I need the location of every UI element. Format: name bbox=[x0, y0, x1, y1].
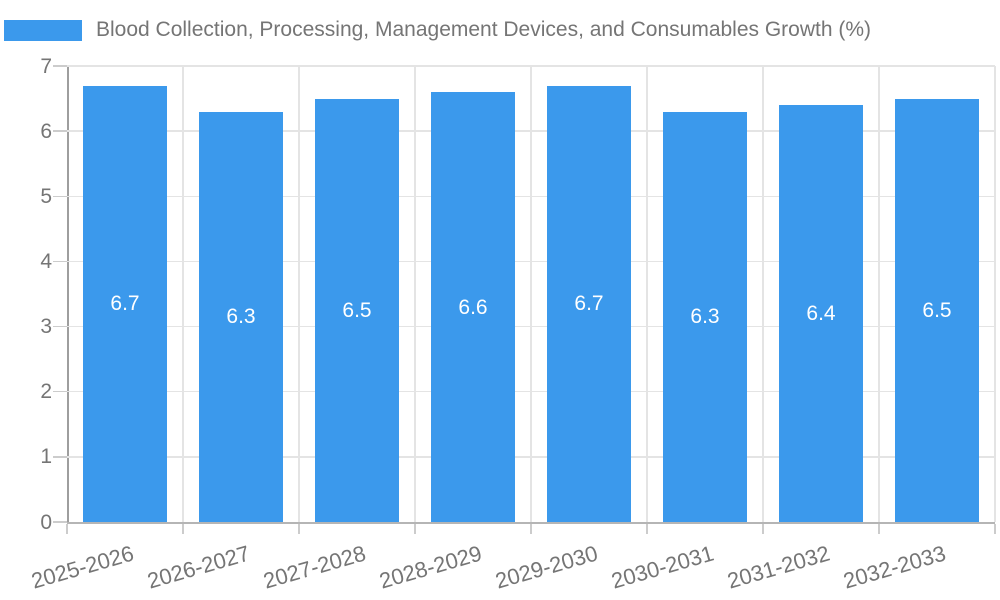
v-gridline bbox=[414, 66, 416, 522]
bar-value-label: 6.3 bbox=[690, 305, 720, 329]
legend-label: Blood Collection, Processing, Management… bbox=[96, 18, 872, 41]
v-gridline bbox=[878, 66, 880, 522]
bar[interactable]: 6.5 bbox=[895, 98, 979, 522]
x-axis-label: 2031-2032 bbox=[724, 540, 833, 594]
x-axis-tick bbox=[414, 524, 416, 534]
y-axis-tick bbox=[53, 65, 67, 67]
x-axis-tick bbox=[646, 524, 648, 534]
bar-value-label: 6.6 bbox=[458, 295, 488, 319]
bar[interactable]: 6.3 bbox=[663, 111, 747, 522]
bar[interactable]: 6.6 bbox=[431, 92, 515, 522]
bar-value-label: 6.5 bbox=[342, 298, 372, 322]
y-axis-tick bbox=[53, 521, 67, 523]
bar[interactable]: 6.7 bbox=[83, 85, 167, 522]
x-axis-label: 2026-2027 bbox=[144, 540, 253, 594]
y-axis-tick bbox=[53, 130, 67, 132]
x-axis-label: 2030-2031 bbox=[608, 540, 717, 594]
y-axis-tick bbox=[53, 390, 67, 393]
y-axis-line bbox=[67, 66, 69, 522]
x-axis-tick bbox=[762, 524, 764, 534]
bar[interactable]: 6.3 bbox=[199, 111, 283, 522]
v-gridline bbox=[762, 66, 764, 522]
bar-value-label: 6.4 bbox=[806, 302, 836, 326]
y-axis-label: 0 bbox=[40, 510, 52, 534]
bar[interactable]: 6.5 bbox=[315, 98, 399, 522]
bar-value-label: 6.3 bbox=[226, 305, 256, 329]
bar-value-label: 6.7 bbox=[574, 292, 604, 316]
chart-legend[interactable]: Blood Collection, Processing, Management… bbox=[4, 17, 871, 43]
bar-value-label: 6.7 bbox=[110, 292, 140, 316]
bar-value-label: 6.5 bbox=[922, 298, 952, 322]
legend-swatch bbox=[4, 19, 82, 41]
y-axis-label: 2 bbox=[40, 380, 52, 404]
x-axis-tick bbox=[994, 524, 996, 534]
v-gridline bbox=[646, 66, 648, 522]
y-axis-label: 5 bbox=[40, 184, 52, 208]
x-axis-label: 2028-2029 bbox=[376, 540, 485, 594]
x-axis-label: 2025-2026 bbox=[28, 540, 137, 594]
v-gridline bbox=[530, 66, 532, 522]
bar[interactable]: 6.7 bbox=[547, 85, 631, 522]
y-axis-label: 6 bbox=[40, 119, 52, 143]
v-gridline bbox=[182, 66, 184, 522]
x-axis-tick bbox=[530, 524, 532, 534]
y-axis-label: 1 bbox=[40, 445, 52, 469]
y-axis-label: 4 bbox=[40, 249, 52, 273]
x-axis-label: 2029-2030 bbox=[492, 540, 601, 594]
y-axis-tick bbox=[53, 260, 67, 263]
y-axis-tick bbox=[53, 325, 67, 328]
x-axis-tick bbox=[66, 524, 68, 534]
bar[interactable]: 6.4 bbox=[779, 105, 863, 522]
v-gridline bbox=[994, 66, 996, 522]
x-axis-label: 2032-2033 bbox=[840, 540, 949, 594]
y-axis-tick bbox=[53, 456, 67, 458]
y-axis-label: 3 bbox=[40, 315, 52, 339]
y-axis-label: 7 bbox=[40, 54, 52, 78]
plot-area: 0 1 2 3 4 5 6 7 6.7 6.3 6.5 6.6 6.7 6.3 6.4 6.5 2025-202… bbox=[28, 56, 996, 594]
x-axis-label: 2027-2028 bbox=[260, 540, 369, 594]
v-gridline bbox=[298, 66, 300, 522]
y-axis-tick bbox=[53, 195, 67, 198]
x-axis-tick bbox=[878, 524, 880, 534]
x-axis-tick bbox=[182, 524, 184, 534]
x-axis-tick bbox=[298, 524, 300, 534]
x-axis-line bbox=[67, 522, 995, 524]
